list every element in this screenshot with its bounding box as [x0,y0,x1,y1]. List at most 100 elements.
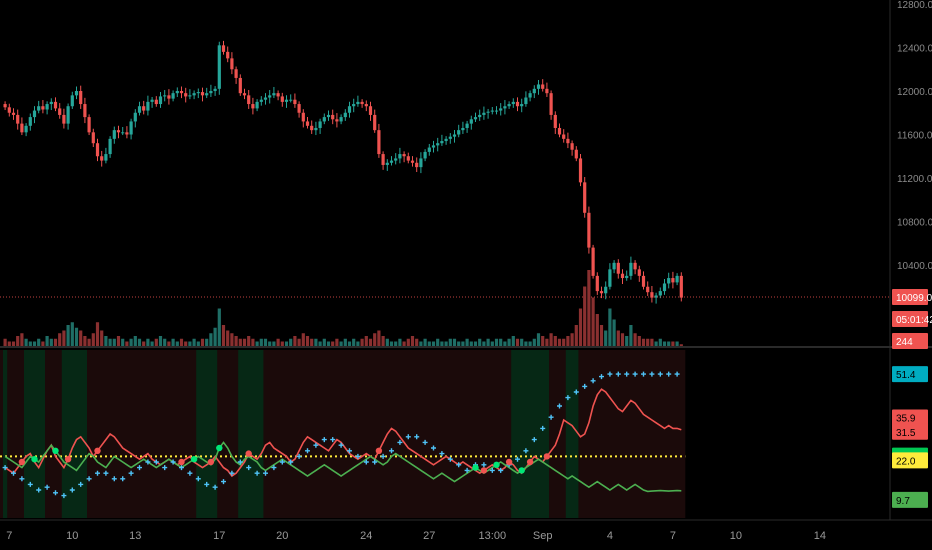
adx-cross-marker [531,437,537,443]
adx-cross-marker [607,371,613,377]
candle-body [87,117,91,133]
volume-bar [289,338,293,347]
volume-bar [125,341,129,347]
candle-body [284,99,289,102]
adx-cross-marker [53,490,58,496]
candle-body [637,269,641,276]
adx-cross-marker [27,481,33,487]
threshold-badge-bg [892,452,928,469]
volume-bar [28,341,32,347]
adx-cross-marker [170,459,176,465]
volume-bar [604,330,608,347]
volume-bar [83,336,87,347]
price-axis[interactable]: 12800.0 12400.0 12000.0 11600.0 11200.0 10800… [889,0,932,520]
adx-cross-marker [36,487,42,493]
price-pane [0,40,890,304]
candle-body [116,130,121,133]
adx-cross-marker [237,459,243,465]
volume-bar [654,341,658,347]
adx-cross-marker [431,445,436,451]
volume-bar [234,336,238,347]
time-tick-label: Sep [533,530,553,542]
volume-bar [486,338,490,347]
adx-cross-marker [347,448,352,454]
volume-bar [251,338,255,347]
candle-body [53,101,58,109]
candle-body [276,93,280,97]
volume-bar [175,341,179,347]
volume-bar [494,338,499,347]
crossover-dot [190,456,198,463]
candle-body [192,93,196,96]
volume-bar [553,336,557,347]
volume-bar [41,341,45,347]
candle-body [205,93,209,96]
volume-bar [515,338,520,347]
volume-bar [32,341,37,347]
candle-body [620,273,625,279]
volume-bar [242,338,247,347]
adx-cross-marker [179,465,184,471]
volume-bar [62,330,66,347]
volume-bar [431,341,436,347]
crossover-dot [94,447,101,454]
volume-badge-bg [892,333,928,349]
candle-body [112,130,116,139]
adx-cross-marker [641,371,646,377]
adx-cross-marker [145,459,151,465]
volume-bar [469,341,473,347]
candle-body [675,275,679,283]
volume-bar [150,341,154,347]
adx-cross-marker [540,425,546,431]
candle-body [104,154,108,161]
volume-bar [633,333,637,347]
candle-body [314,127,318,131]
time-axis[interactable]: 7 10 13 17 20 24 27 13:00 Sep 4 7 10 14 [0,519,932,542]
volume-bar [331,341,335,347]
price-tick-label: 10400.0 [897,261,932,272]
plus-di-line [4,441,682,493]
candle-body [79,91,83,105]
adx-cross-marker [44,484,50,490]
candle-body [20,123,24,133]
candle-body [658,291,662,296]
volume-bar [406,338,410,347]
adx-cross-marker [338,442,344,448]
adx-cross-marker [86,476,92,482]
adx-cross-marker [263,470,268,476]
adx-cross-marker [582,383,588,389]
adx-cross-marker [515,456,520,462]
trend-zone [61,350,87,518]
adx-cross-marker [78,481,84,487]
adx-cross-marker [162,465,168,471]
volume-bar [373,333,377,347]
trend-zone [565,350,579,518]
volume-bar [448,338,452,347]
volume-bar [570,333,574,347]
crossover-dot [64,456,72,463]
candle-body [650,292,654,298]
candle-body [532,88,536,94]
plus-di-badge-bg [892,491,928,508]
adx-cross-marker [187,470,193,476]
volume-bar [259,338,263,347]
indicator-axis[interactable]: 51.435.931.523.022.09.7 [892,366,928,508]
adx-cross-marker [447,456,453,462]
volume-bar [599,325,604,347]
crossover-dot [18,458,26,466]
volume-bar [196,341,200,347]
adx-cross-marker [254,470,260,476]
volume-bar [301,333,305,347]
crossover-dot [480,467,488,474]
candle-body [238,77,242,94]
volume-bar [536,333,541,347]
candle-body [234,69,238,78]
volume-bar [662,341,667,347]
candle-body [646,286,650,293]
price-tick-label: 12800.0 [897,0,932,11]
candle-body [549,93,553,115]
candle-body [662,283,667,292]
volume-bar [209,333,213,347]
candle-body [654,295,658,298]
candle-body [406,156,410,161]
